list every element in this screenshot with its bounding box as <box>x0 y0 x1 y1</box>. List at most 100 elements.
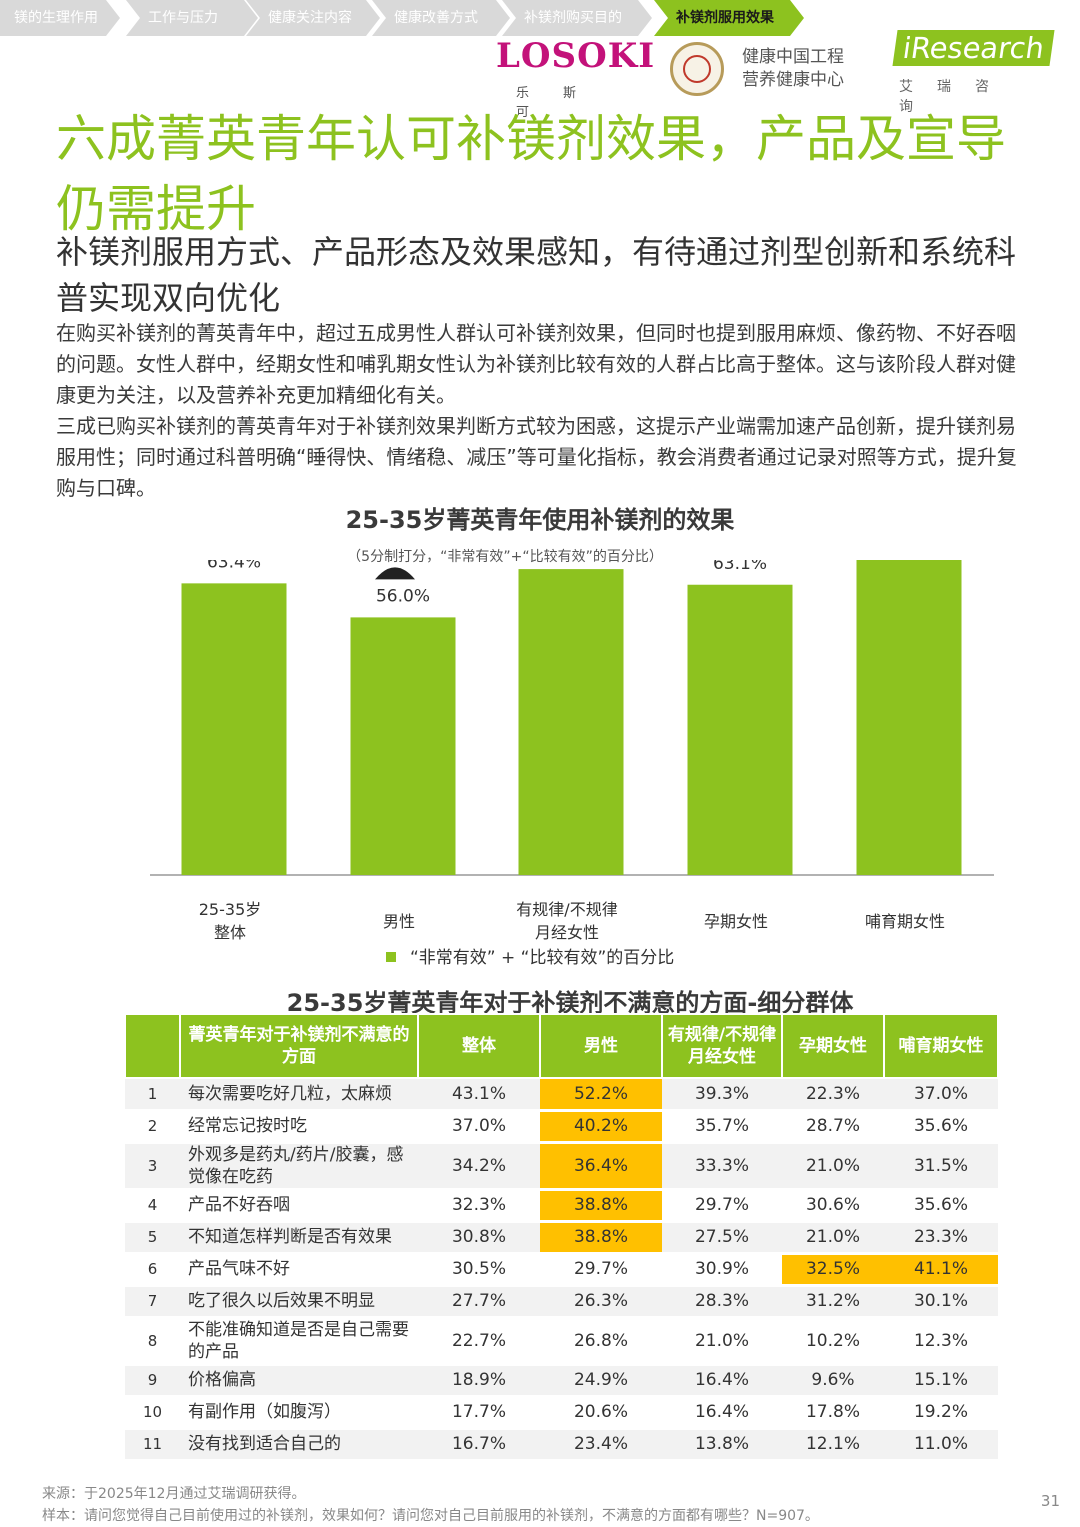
row-value: 30.6% <box>782 1189 884 1223</box>
page-number: 31 <box>1040 1492 1060 1510</box>
row-aspect: 经常忘记按时吃 <box>180 1110 418 1144</box>
row-value: 30.5% <box>418 1253 540 1287</box>
category-label: 有规律/不规律 <box>516 900 617 919</box>
row-value: 20.6% <box>540 1396 662 1430</box>
header-pregnant-female: 孕期女性 <box>781 1013 885 1079</box>
row-value: 22.7% <box>418 1317 540 1366</box>
bar-value-label: 63.1% <box>713 560 767 574</box>
tab-health-improvement[interactable]: 健康改善方式 <box>372 0 510 36</box>
effect-bar-chart: 63.4%25-35岁整体56.0%男性66.5%有规律/不规律月经女性63.1… <box>150 560 994 968</box>
bar <box>518 569 624 875</box>
table-row: 11 没有找到适合自己的 16.7% 23.4% 13.8% 12.1% 11.0% <box>125 1428 998 1462</box>
header-index <box>124 1013 181 1079</box>
bar-value-label: 56.0% <box>376 586 430 606</box>
row-value: 43.1% <box>418 1078 540 1112</box>
header-overall: 整体 <box>417 1013 541 1079</box>
iresearch-logo: iResearch 艾瑞咨询 <box>892 30 1055 115</box>
row-value: 22.3% <box>782 1078 884 1112</box>
summary-paragraph-1: 在购买补镁剂的菁英青年中，超过五成男性人群认可补镁剂效果，但同时也提到服用麻烦、… <box>56 321 1016 407</box>
row-value: 24.9% <box>540 1364 662 1398</box>
row-value: 29.7% <box>662 1189 782 1223</box>
row-value: 18.9% <box>418 1364 540 1398</box>
row-value: 16.4% <box>662 1364 782 1398</box>
row-index: 2 <box>125 1110 180 1144</box>
row-value: 26.3% <box>540 1285 662 1319</box>
row-aspect: 每次需要吃好几粒，太麻烦 <box>180 1078 418 1112</box>
sample-note: 样本：请问您觉得自己目前使用过的补镁剂，效果如何？请问您对自己目前服用的补镁剂，… <box>42 1508 819 1524</box>
row-value: 33.3% <box>662 1142 782 1191</box>
row-value: 26.8% <box>540 1317 662 1366</box>
tab-label: 镁的生理作用 <box>14 10 98 26</box>
row-value: 28.7% <box>782 1110 884 1144</box>
header-nursing-female: 哺育期女性 <box>883 1013 999 1079</box>
tab-label: 健康关注内容 <box>268 10 352 26</box>
table-row: 7 吃了很久以后效果不明显 27.7% 26.3% 28.3% 31.2% 30.1% <box>125 1285 998 1319</box>
row-value: 37.0% <box>884 1078 998 1112</box>
row-value: 10.2% <box>782 1317 884 1366</box>
bar <box>350 617 456 875</box>
row-index: 11 <box>125 1428 180 1462</box>
row-aspect: 产品不好吞咽 <box>180 1189 418 1223</box>
row-value: 37.0% <box>418 1110 540 1144</box>
tab-purchase-purpose[interactable]: 补镁剂购买目的 <box>502 0 652 36</box>
row-aspect: 产品气味不好 <box>180 1253 418 1287</box>
row-value: 30.9% <box>662 1253 782 1287</box>
category-label: 月经女性 <box>535 923 599 942</box>
man-icon <box>375 567 415 580</box>
category-label: 男性 <box>383 912 415 931</box>
tab-health-focus[interactable]: 健康关注内容 <box>246 0 380 36</box>
category-label: 25-35岁 <box>199 900 262 919</box>
tab-magnesium-physiology[interactable]: 镁的生理作用 <box>0 0 120 36</box>
summary-paragraph-2: 三成已购买补镁剂的菁英青年对于补镁剂效果判断方式较为困惑，这提示产业端需加速产品… <box>56 414 1017 500</box>
source-note: 来源：于2025年12月通过艾瑞调研获得。 <box>42 1486 306 1502</box>
row-value: 52.2% <box>540 1078 662 1112</box>
row-value: 36.4% <box>540 1142 662 1191</box>
row-index: 5 <box>125 1221 180 1255</box>
row-value: 35.6% <box>884 1189 998 1223</box>
table-row: 4 产品不好吞咽 32.3% 38.8% 29.7% 30.6% 35.6% <box>125 1189 998 1223</box>
row-index: 7 <box>125 1285 180 1319</box>
row-value: 21.0% <box>662 1317 782 1366</box>
table-row: 8 不能准确知道是否是自己需要的产品 22.7% 26.8% 21.0% 10.2% 12.… <box>125 1317 998 1366</box>
row-index: 8 <box>125 1317 180 1366</box>
row-value: 23.4% <box>540 1428 662 1462</box>
row-aspect: 不能准确知道是否是自己需要的产品 <box>180 1317 418 1366</box>
tab-label: 补镁剂服用效果 <box>676 10 774 26</box>
partner-name: 健康中国工程 营养健康中心 <box>742 46 844 92</box>
row-aspect: 外观多是药丸/药片/胶囊，感觉像在吃药 <box>180 1142 418 1191</box>
dissatisfaction-table: 菁英青年对于补镁剂不满意的方面 整体 男性 有规律/不规律月经女性 孕期女性 哺… <box>124 1013 999 1462</box>
tab-label: 工作与压力 <box>148 10 218 26</box>
row-value: 41.1% <box>884 1253 998 1287</box>
bar-value-label: 63.4% <box>207 560 261 572</box>
bar <box>687 584 793 875</box>
row-value: 35.7% <box>662 1110 782 1144</box>
iresearch-wordmark: iResearch <box>892 30 1055 66</box>
row-value: 23.3% <box>884 1221 998 1255</box>
table-row: 5 不知道怎样判断是否有效果 30.8% 38.8% 27.5% 21.0% 23.3% <box>125 1221 998 1255</box>
table-header-row: 菁英青年对于补镁剂不满意的方面 整体 男性 有规律/不规律月经女性 孕期女性 哺… <box>124 1013 999 1079</box>
legend-swatch <box>386 952 396 962</box>
header-menstrual-female: 有规律/不规律月经女性 <box>661 1013 783 1079</box>
category-label: 孕期女性 <box>704 912 768 931</box>
tab-usage-effect[interactable]: 补镁剂服用效果 <box>654 0 804 36</box>
row-value: 34.2% <box>418 1142 540 1191</box>
row-value: 19.2% <box>884 1396 998 1430</box>
row-value: 32.3% <box>418 1189 540 1223</box>
table-title: 25-35岁菁英青年对于补镁剂不满意的方面-细分群体 <box>286 989 854 1017</box>
table-row: 1 每次需要吃好几粒，太麻烦 43.1% 52.2% 39.3% 22.3% 37.0% <box>125 1078 998 1112</box>
row-value: 27.7% <box>418 1285 540 1319</box>
breadcrumb: 镁的生理作用 工作与压力 健康关注内容 健康改善方式 补镁剂购买目的 补镁剂服用… <box>0 0 820 36</box>
row-value: 21.0% <box>782 1221 884 1255</box>
row-value: 30.8% <box>418 1221 540 1255</box>
chart-title: 25-35岁菁英青年使用补镁剂的效果 <box>345 506 735 534</box>
footnote: 来源：于2025年12月通过艾瑞调研获得。 样本：请问您觉得自己目前使用过的补镁… <box>42 1483 819 1527</box>
row-value: 17.7% <box>418 1396 540 1430</box>
partner-name-line2: 营养健康中心 <box>742 70 844 90</box>
page-subtitle: 补镁剂服用方式、产品形态及效果感知，有待通过剂型创新和系统科普实现双向优化 <box>56 233 1017 317</box>
bar <box>181 583 287 875</box>
header-aspect: 菁英青年对于补镁剂不满意的方面 <box>179 1013 419 1079</box>
row-value: 40.2% <box>540 1110 662 1144</box>
tab-work-stress[interactable]: 工作与压力 <box>126 0 258 36</box>
row-value: 28.3% <box>662 1285 782 1319</box>
row-index: 10 <box>125 1396 180 1430</box>
